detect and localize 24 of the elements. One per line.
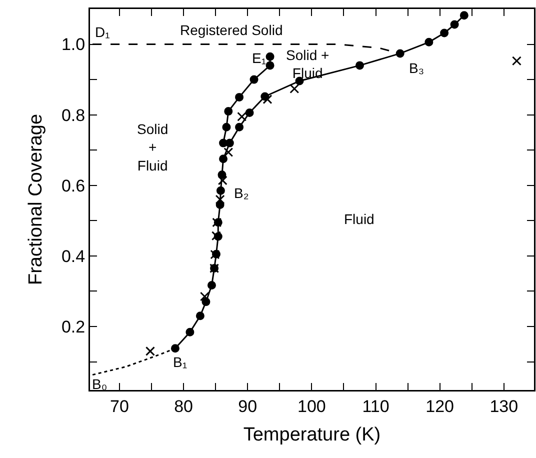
y-axis-title: Fractional Coverage	[26, 114, 47, 286]
x-tick-label: 110	[362, 396, 390, 416]
y-tick-label: 1.0	[61, 35, 86, 54]
y-tick-label: 0.8	[61, 106, 86, 125]
x-tick-label: 120	[426, 396, 454, 416]
x-tick-label: 100	[297, 396, 326, 416]
annotation: B₀	[92, 376, 108, 392]
x-tick-label: 70	[110, 396, 129, 416]
y-tick-label: 0.2	[61, 317, 86, 336]
annotation: Solid + Fluid	[137, 121, 168, 174]
annotation: B₁	[173, 354, 188, 370]
annotation: Solid + Fluid	[286, 47, 330, 82]
annotation: E₁	[252, 50, 266, 66]
y-tick-label: 0.4	[61, 246, 86, 266]
annotation: Registered Solid	[180, 22, 283, 38]
x-tick-label: 90	[238, 396, 258, 416]
x-axis-title: Temperature (K)	[243, 424, 381, 446]
y-tick-label: 0.6	[61, 176, 86, 196]
x-tick-label: 80	[174, 396, 193, 416]
annotation: Fluid	[344, 211, 374, 227]
annotation: D₁	[95, 24, 110, 40]
annotation: B₃	[409, 60, 424, 76]
x-tick-label: 130	[490, 396, 518, 416]
annotation: B₂	[234, 185, 249, 201]
